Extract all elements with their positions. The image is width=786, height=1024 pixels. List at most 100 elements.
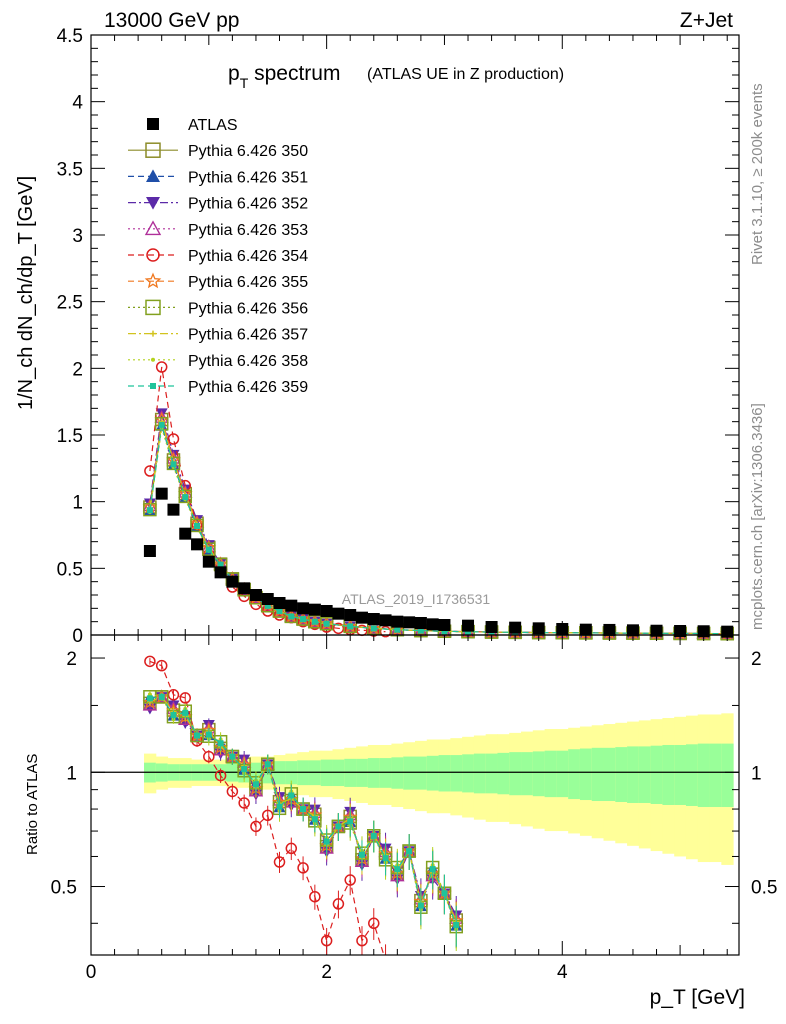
atlas-point: [297, 602, 310, 615]
x-axis-label: p_T [GeV]: [650, 986, 745, 1009]
ratio-point-9: [382, 855, 389, 862]
band-stat: [485, 753, 498, 794]
band-stat: [462, 754, 475, 793]
series-point-9: [205, 546, 212, 553]
series-point-4: [379, 625, 392, 638]
legend-label-7: Pythia 6.426 356: [188, 300, 308, 317]
ratio-point-9: [323, 838, 330, 845]
ratio-line-2: [149, 696, 457, 916]
atlas-point: [379, 614, 392, 627]
band-stat: [721, 743, 734, 808]
ratio-line-7: [149, 696, 457, 922]
rivet-label: Rivet 3.1.10, ≥ 200k events: [749, 83, 766, 265]
atlas-point: [603, 623, 616, 636]
ratio-point-4: [214, 769, 227, 782]
band-stat: [391, 757, 404, 789]
band-stat: [521, 752, 534, 796]
series-point-6: [166, 456, 181, 471]
ratio-point-9: [229, 753, 236, 760]
y-tick-label-top: 3.5: [57, 159, 83, 180]
band-stat: [662, 744, 675, 805]
atlas-point: [462, 619, 475, 632]
ratio-point-9: [311, 816, 318, 823]
atlas-point: [509, 621, 522, 634]
ratio-point-9: [370, 832, 377, 839]
ratio-point-9: [158, 693, 165, 700]
y-tick-label-top: 0: [72, 626, 83, 647]
ratio-point-9: [394, 866, 401, 873]
ratio-point-9: [429, 866, 436, 873]
ratio-point-4: [285, 842, 298, 855]
band-stat: [509, 752, 522, 796]
y-tick-label-bottom: 1: [66, 763, 77, 784]
legend-marker-9: [151, 357, 155, 362]
legend-marker-0: [147, 118, 159, 130]
y-tick-label-top: 2.5: [57, 293, 83, 314]
ratio-point-4: [344, 874, 356, 886]
bottom-panel-ticks: 0.5 0.5 1 1 2 2 0 2 4: [51, 635, 777, 983]
atlas-point: [650, 624, 663, 637]
legend-marker-2: [146, 169, 160, 182]
ratio-point-4: [309, 890, 321, 903]
ratio-point-9: [453, 921, 460, 928]
ratio-point-4: [404, 996, 414, 1006]
series-point-9: [441, 628, 448, 635]
ratio-point-9: [288, 792, 295, 799]
series-point-9: [264, 602, 271, 609]
y-tick-label-bottom-right: 1: [751, 763, 762, 784]
series-point-9: [394, 626, 401, 633]
legend-label-6: Pythia 6.426 355: [188, 274, 308, 291]
atlas-point: [626, 624, 639, 637]
series-point-9: [311, 618, 318, 625]
ratio-point-4: [356, 934, 368, 947]
ratio-point-4: [238, 797, 250, 809]
atlas-point: [179, 527, 192, 540]
atlas-point: [202, 555, 215, 568]
atlas-point: [556, 623, 569, 635]
band-stat: [709, 743, 722, 808]
band-stat: [685, 744, 699, 806]
ratio-point-4: [368, 917, 380, 930]
series-point-9: [370, 625, 377, 632]
atlas-point: [426, 618, 439, 631]
ratio-point-4: [320, 934, 333, 947]
series-point-9: [347, 623, 354, 630]
legend-marker-7: [145, 299, 161, 316]
ratio-point-9: [217, 740, 224, 747]
legend-label-8: Pythia 6.426 357: [188, 327, 308, 344]
band-stat: [379, 758, 392, 788]
legend-marker-8: [150, 330, 156, 337]
atlas-point: [226, 575, 239, 588]
legend-label-5: Pythia 6.426 354: [188, 248, 308, 265]
band-stat: [532, 751, 546, 797]
ratio-point-4: [203, 750, 215, 763]
series-line-8: [149, 427, 728, 635]
band-stat: [627, 746, 640, 803]
y-tick-label-bottom: 0.5: [51, 878, 77, 899]
band-stat: [556, 750, 569, 798]
ratio-point-9: [276, 803, 283, 810]
svg-text:pT spectrum: pT spectrum: [228, 62, 340, 91]
atlas-point: [238, 582, 251, 595]
ratio-point-4: [392, 977, 402, 987]
y-tick-label-bottom-right: 2: [751, 649, 762, 670]
legend-label-1: Pythia 6.426 350: [188, 143, 308, 160]
top-panel-data: [142, 361, 735, 641]
chart-title: pT spectrum (ATLAS UE in Z production): [228, 62, 564, 91]
y-axis-label-top: 1/N_ch dN_ch/dp_T [GeV]: [15, 176, 37, 410]
series-line-4: [149, 366, 386, 633]
top-panel-ticks: 0 0.5 1 1.5 2 2.5 3 3.5 4 4.5: [57, 26, 739, 647]
series-point-9: [323, 620, 330, 627]
legend-marker-4: [144, 220, 162, 236]
band-stat: [603, 747, 616, 802]
ratio-line-8: [149, 693, 457, 930]
process-label: Z+Jet: [680, 9, 733, 32]
atlas-point: [308, 603, 321, 616]
band-stat: [568, 749, 581, 800]
y-tick-label-top: 2: [72, 359, 83, 380]
series-point-9: [158, 421, 165, 428]
ratio-point-4: [179, 692, 192, 704]
series-point-4: [332, 622, 345, 635]
ratio-point-4: [250, 820, 262, 833]
ratio-point-9: [441, 890, 448, 897]
